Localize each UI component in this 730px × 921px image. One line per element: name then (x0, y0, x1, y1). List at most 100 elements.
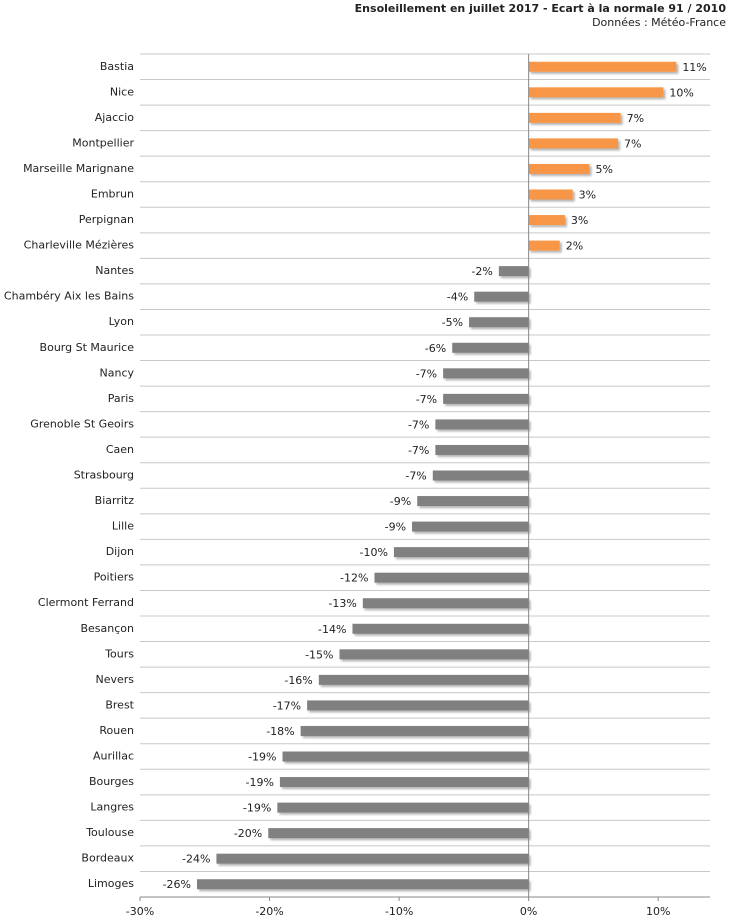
bar (498, 266, 529, 277)
y-tick-label: Caen (106, 443, 134, 456)
value-label: -19% (245, 776, 273, 789)
value-label: -24% (182, 853, 210, 866)
value-label: -19% (243, 802, 271, 815)
value-label: -15% (305, 648, 333, 661)
y-tick-label: Charleville Mézières (24, 239, 135, 252)
value-label: 5% (596, 163, 613, 176)
y-tick-label: Nantes (95, 264, 134, 277)
bar (282, 751, 529, 762)
bar (216, 853, 529, 864)
y-tick-label: Limoges (88, 877, 134, 890)
value-label: -14% (318, 623, 346, 636)
bar (528, 163, 590, 174)
bar (435, 419, 529, 430)
value-label: -17% (273, 699, 301, 712)
value-label: 10% (669, 86, 693, 99)
y-tick-label: Dijon (106, 545, 134, 558)
value-label: -13% (328, 597, 356, 610)
value-label: -7% (405, 470, 426, 483)
bar (352, 623, 529, 634)
y-tick-label: Biarritz (95, 494, 135, 507)
x-tick-label: -30% (126, 905, 154, 918)
bar (435, 444, 529, 455)
y-tick-label: Nevers (95, 673, 134, 686)
bar (528, 240, 560, 251)
value-label: -5% (442, 316, 463, 329)
value-label: -9% (390, 495, 411, 508)
y-tick-label: Besançon (80, 622, 134, 635)
value-label: -7% (408, 444, 429, 457)
y-tick-label: Marseille Marignane (23, 162, 134, 175)
x-tick-label: -10% (385, 905, 413, 918)
bar (197, 879, 529, 890)
value-label: -7% (408, 418, 429, 431)
y-tick-label: Chambéry Aix les Bains (4, 290, 134, 303)
bar (417, 496, 529, 507)
bar (339, 649, 529, 660)
y-tick-label: Bordeaux (81, 852, 134, 865)
bar (474, 291, 529, 302)
value-label: 7% (627, 112, 644, 125)
y-tick-label: Bastia (100, 60, 134, 73)
y-tick-label: Ajaccio (95, 111, 134, 124)
bar (469, 317, 529, 328)
x-tick-label: -20% (255, 905, 283, 918)
y-tick-label: Aurillac (93, 750, 134, 763)
bar (528, 87, 664, 98)
value-label: -9% (385, 521, 406, 534)
value-label: 11% (682, 61, 706, 74)
y-tick-label: Bourges (89, 775, 134, 788)
bar (307, 700, 529, 711)
y-tick-label: Tours (104, 647, 134, 660)
bar (412, 521, 529, 532)
value-label: 7% (624, 137, 641, 150)
chart-subtitle: Données : Météo-France (592, 16, 726, 29)
y-tick-label: Paris (108, 392, 134, 405)
y-tick-label: Lille (112, 520, 134, 533)
y-tick-label: Toulouse (85, 826, 134, 839)
y-tick-label: Montpellier (72, 136, 134, 149)
value-label: -16% (284, 674, 312, 687)
x-tick-label: 0% (520, 905, 537, 918)
y-tick-label: Rouen (99, 724, 134, 737)
bar (279, 777, 529, 788)
bar (528, 112, 621, 123)
bar (528, 189, 573, 200)
y-tick-label: Poitiers (94, 571, 135, 584)
bar (277, 802, 529, 813)
value-label: 3% (579, 189, 596, 202)
value-label: -12% (340, 572, 368, 585)
y-tick-label: Brest (105, 698, 134, 711)
bar (528, 215, 565, 226)
value-label: -6% (425, 342, 446, 355)
value-label: 3% (571, 214, 588, 227)
bar (443, 393, 529, 404)
y-tick-label: Perpignan (79, 213, 134, 226)
bar (528, 61, 677, 72)
bar (268, 828, 529, 839)
value-label: -10% (359, 546, 387, 559)
y-tick-label: Clermont Ferrand (38, 596, 134, 609)
y-tick-label: Strasbourg (74, 469, 134, 482)
value-label: -18% (266, 725, 294, 738)
x-tick-label: 10% (646, 905, 670, 918)
bar (528, 138, 619, 149)
bar (432, 470, 529, 481)
value-label: -2% (471, 265, 492, 278)
y-tick-label: Lyon (109, 315, 134, 328)
chart-title: Ensoleillement en juillet 2017 - Ecart à… (355, 2, 727, 15)
value-label: -20% (234, 827, 262, 840)
bar (300, 725, 529, 736)
bar (452, 342, 529, 353)
bar (318, 674, 529, 685)
value-label: -26% (163, 878, 191, 891)
bar (393, 547, 529, 558)
y-tick-label: Nancy (100, 366, 135, 379)
value-label: -4% (447, 291, 468, 304)
y-tick-label: Grenoble St Geoirs (30, 417, 134, 430)
y-tick-label: Bourg St Maurice (40, 341, 135, 354)
value-label: -7% (416, 367, 437, 380)
value-label: -19% (248, 751, 276, 764)
y-tick-label: Embrun (91, 188, 134, 201)
